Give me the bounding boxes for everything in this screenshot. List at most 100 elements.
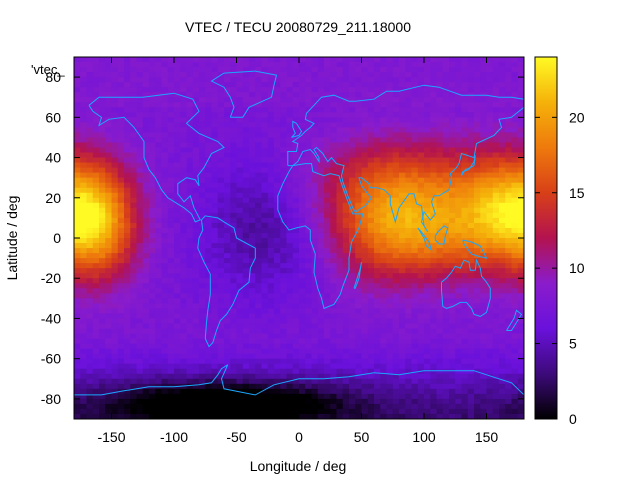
- heat-cell: [511, 227, 519, 234]
- heat-cell: [174, 298, 181, 304]
- heat-cell: [142, 87, 150, 93]
- heat-cell: [517, 162, 525, 169]
- heat-cell: [405, 117, 412, 123]
- heat-cell: [367, 187, 375, 194]
- heat-cell: [324, 212, 331, 219]
- heat-cell: [92, 157, 100, 163]
- heat-cell: [299, 67, 306, 73]
- heat-cell: [330, 207, 337, 214]
- heat-cell: [99, 202, 106, 209]
- heat-cell: [174, 268, 181, 274]
- heat-cell: [461, 132, 469, 138]
- heat-cell: [80, 303, 87, 309]
- heat-cell: [255, 383, 262, 390]
- heat-cell: [249, 202, 256, 209]
- heat-cell: [480, 192, 487, 199]
- heat-cell: [436, 328, 444, 334]
- heat-cell: [92, 202, 100, 209]
- heat-cell: [292, 353, 300, 360]
- heat-cell: [192, 187, 200, 194]
- heat-cell: [161, 293, 169, 299]
- heat-cell: [342, 107, 350, 113]
- heat-cell: [224, 142, 231, 148]
- heat-cell: [380, 112, 387, 118]
- heat-cell: [374, 253, 381, 259]
- heat-cell: [367, 227, 375, 234]
- heat-cell: [99, 117, 106, 123]
- heat-cell: [80, 142, 87, 148]
- heat-cell: [361, 393, 369, 400]
- heat-cell: [149, 288, 156, 294]
- heat-cell: [224, 182, 231, 189]
- heat-cell: [192, 273, 200, 279]
- heat-cell: [155, 227, 162, 234]
- heat-cell: [192, 248, 200, 254]
- heat-cell: [424, 122, 431, 128]
- heat-cell: [224, 398, 231, 405]
- heat-cell: [461, 293, 469, 299]
- heat-cell: [411, 167, 419, 174]
- heat-cell: [399, 112, 406, 118]
- heat-cell: [324, 77, 331, 83]
- heat-cell: [355, 112, 362, 118]
- heat-cell: [155, 152, 162, 158]
- heat-cell: [399, 263, 406, 269]
- heat-cell: [292, 232, 300, 239]
- heat-cell: [449, 278, 456, 284]
- heat-cell: [261, 92, 269, 98]
- heat-cell: [449, 373, 456, 380]
- heat-cell: [130, 172, 137, 179]
- heat-cell: [430, 398, 437, 405]
- heat-cell: [342, 353, 350, 360]
- heat-cell: [386, 328, 394, 334]
- heat-cell: [117, 112, 125, 118]
- heat-cell: [461, 172, 469, 179]
- heat-cell: [286, 77, 294, 83]
- heat-cell: [424, 92, 431, 98]
- heat-cell: [80, 87, 87, 93]
- heat-cell: [74, 187, 81, 194]
- heat-cell: [242, 197, 250, 204]
- heat-cell: [367, 273, 375, 279]
- heat-cell: [267, 102, 275, 108]
- heat-cell: [474, 172, 481, 179]
- heat-cell: [186, 243, 194, 249]
- heat-cell: [136, 77, 144, 83]
- heat-cell: [361, 333, 369, 339]
- heat-cell: [242, 147, 250, 153]
- heat-cell: [349, 102, 356, 108]
- heat-cell: [411, 258, 419, 264]
- heat-cell: [192, 298, 200, 304]
- heat-cell: [180, 243, 187, 249]
- heat-cell: [474, 77, 481, 83]
- heat-cell: [105, 258, 112, 264]
- heat-cell: [230, 373, 237, 380]
- heat-cell: [286, 318, 294, 324]
- heat-cell: [442, 238, 450, 244]
- heat-cell: [167, 137, 175, 143]
- heat-cell: [111, 192, 119, 199]
- heat-cell: [480, 122, 487, 128]
- heat-cell: [386, 72, 394, 78]
- heat-cell: [99, 388, 106, 395]
- heat-cell: [267, 157, 275, 163]
- heat-cell: [474, 202, 481, 209]
- heat-cell: [242, 182, 250, 189]
- heat-cell: [167, 182, 175, 189]
- heat-cell: [174, 77, 181, 83]
- heat-cell: [242, 77, 250, 83]
- heat-cell: [217, 92, 225, 98]
- heat-cell: [505, 333, 512, 339]
- heat-cell: [505, 383, 512, 390]
- heat-cell: [355, 338, 362, 344]
- heat-cell: [349, 192, 356, 199]
- heat-cell: [217, 333, 225, 339]
- heat-cell: [224, 207, 231, 214]
- heat-cell: [436, 167, 444, 174]
- heat-cell: [124, 348, 131, 355]
- heat-cell: [105, 147, 112, 153]
- heat-cell: [461, 222, 469, 229]
- heat-cell: [511, 293, 519, 299]
- heat-cell: [255, 167, 262, 174]
- heat-cell: [230, 398, 237, 405]
